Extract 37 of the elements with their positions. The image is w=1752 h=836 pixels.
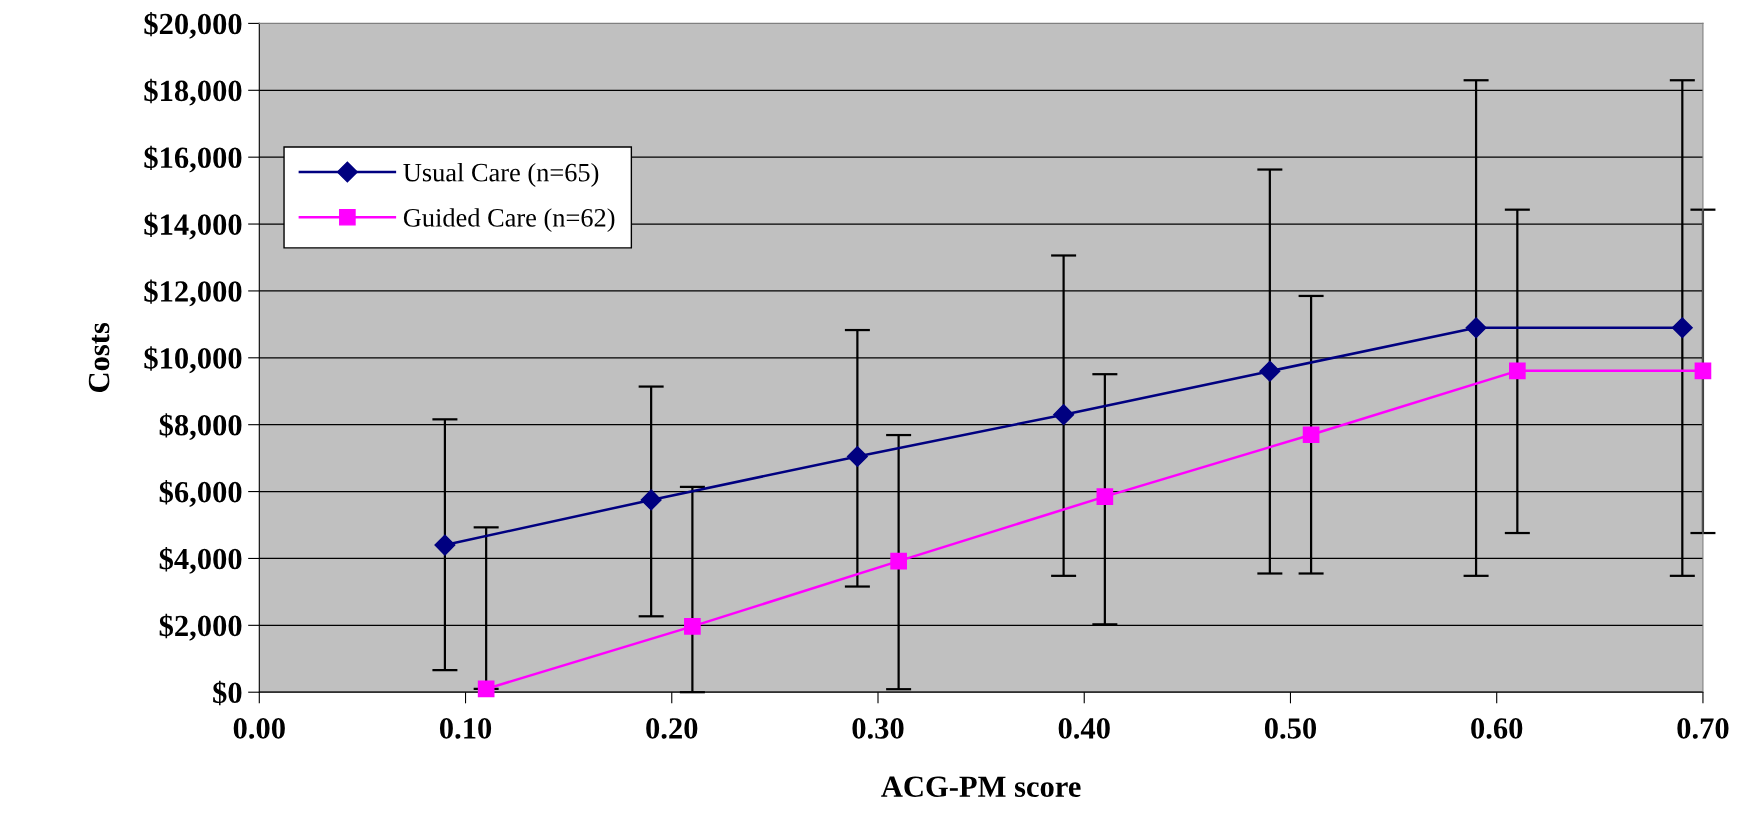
- x-axis-title: ACG-PM score: [881, 776, 1081, 797]
- y-tick-label: $10,000: [144, 346, 242, 374]
- x-tick-label: 0.00: [233, 718, 285, 739]
- y-tick-label: $4,000: [159, 546, 242, 574]
- y-tick-label: $14,000: [144, 212, 242, 240]
- point: [846, 445, 868, 467]
- legend-label: Usual Care (n=65): [403, 162, 599, 187]
- x-tick-label: 0.20: [646, 718, 698, 739]
- point: [477, 680, 495, 698]
- y-tick-label: $6,000: [159, 480, 242, 507]
- x-tick-label: 0.70: [1677, 718, 1729, 739]
- point: [1096, 488, 1114, 505]
- x-tick-label: 0.60: [1471, 718, 1523, 739]
- y-tick-label: $16,000: [144, 145, 242, 173]
- legend-label: Guided Care (n=62): [403, 208, 615, 233]
- point: [890, 552, 907, 570]
- point: [1302, 426, 1320, 444]
- x-tick-label: 0.50: [1264, 718, 1317, 739]
- point: [1694, 362, 1712, 380]
- y-tick-label: $0: [213, 680, 242, 706]
- point: [1508, 362, 1526, 380]
- y-axis-title: Costs: [88, 322, 110, 392]
- y-tick-label: $20,000: [144, 11, 242, 39]
- point: [1053, 404, 1075, 426]
- point: [434, 534, 456, 556]
- point: [1671, 317, 1693, 339]
- y-tick-label: $2,000: [159, 613, 242, 641]
- point: [1259, 360, 1281, 382]
- x-tick-label: 0.40: [1058, 718, 1110, 739]
- point: [684, 617, 701, 635]
- point: [1465, 317, 1487, 339]
- x-tick-label: 0.30: [852, 718, 904, 739]
- y-tick-label: $12,000: [144, 279, 242, 307]
- x-tick-label: 0.10: [439, 718, 492, 739]
- y-tick-label: $18,000: [144, 78, 242, 106]
- y-tick-label: $8,000: [159, 413, 242, 441]
- point: [640, 489, 662, 511]
